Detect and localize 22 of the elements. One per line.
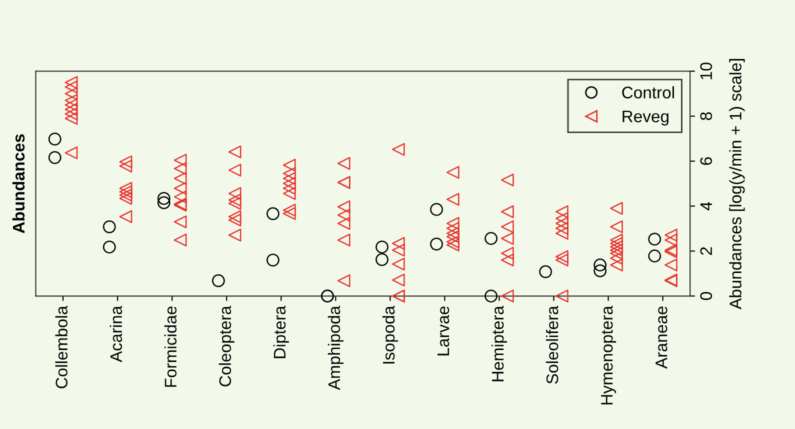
x-tick-label: Coleoptera: [218, 306, 234, 386]
y-axis-title: Abundances [log(y/min + 1) scale]: [729, 59, 745, 310]
legend-label: Reveg: [622, 110, 668, 126]
y-tick-label: 8: [700, 112, 712, 120]
x-tick-label: Amphipoda: [328, 306, 344, 390]
legend-label: Control: [622, 86, 674, 98]
y-tick-label: 4: [700, 202, 712, 210]
x-tick-label: Formicidae: [164, 306, 177, 387]
y-tick-label: 0: [700, 292, 712, 300]
y-tick-label: 2: [700, 247, 712, 255]
x-tick-label: Larvae: [438, 306, 450, 356]
x-tick-label: Diptera: [273, 306, 289, 358]
x-tick-label: Isopoda: [382, 306, 398, 364]
x-tick-label: Collembola: [55, 306, 68, 388]
x-tick-label: Acarina: [110, 306, 122, 362]
y-tick-label: 6: [700, 157, 712, 165]
x-tick-label: Soleolifera: [546, 306, 558, 384]
y-tick-label: 10: [700, 62, 712, 80]
text: Abundances: [12, 134, 25, 234]
x-tick-label: Hemiptera: [491, 306, 507, 382]
x-tick-label: Araneae: [656, 306, 668, 369]
x-tick-label: Hymenoptera: [601, 306, 616, 404]
